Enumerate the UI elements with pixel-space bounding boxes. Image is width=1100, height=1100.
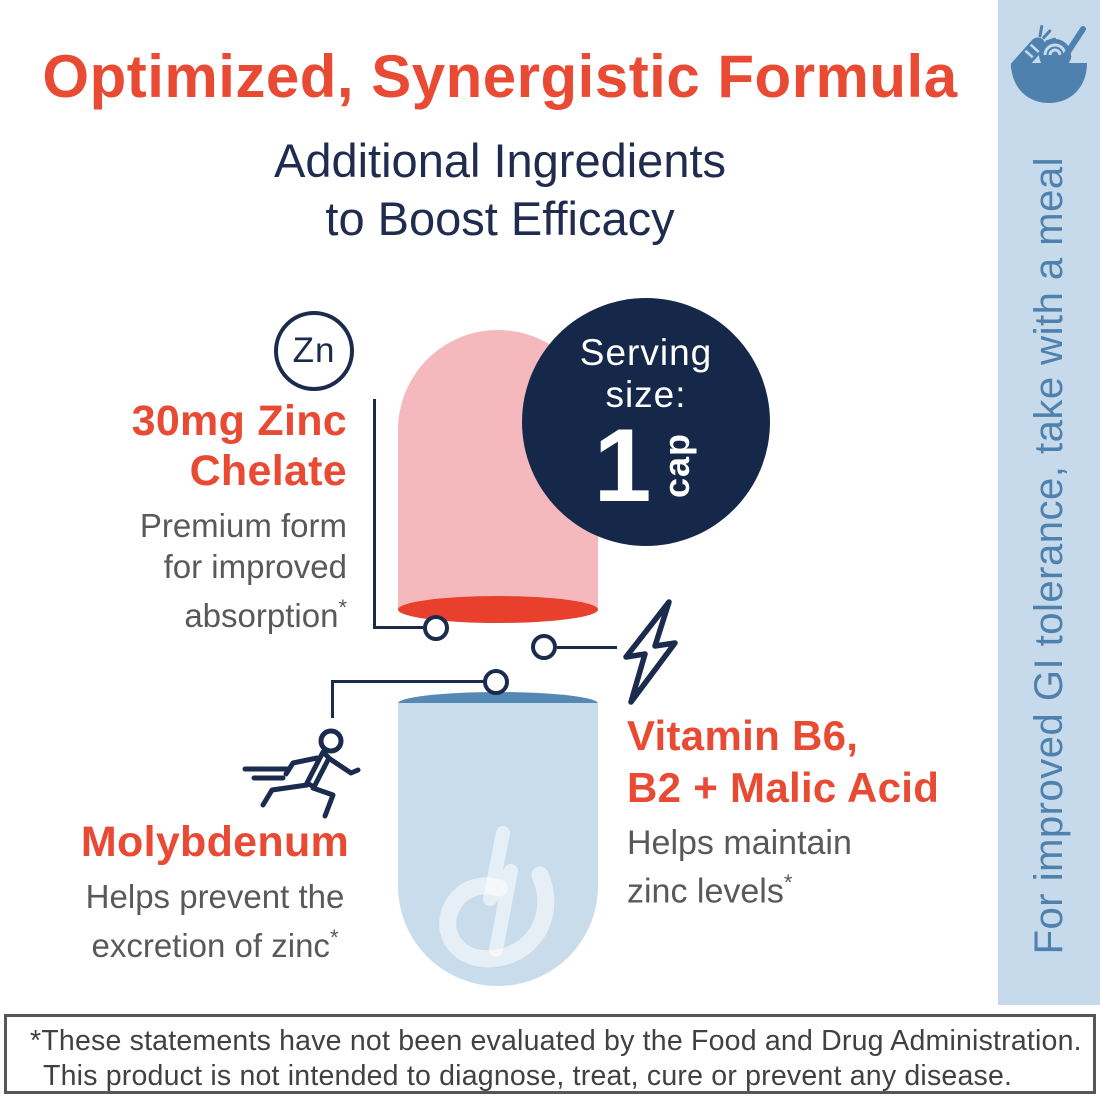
vitamin-desc-line: Helps maintain [627,824,852,862]
zinc-description: Premium form for improved absorption* [55,505,347,636]
zinc-heading: 30mg Zinc Chelate [131,397,347,495]
vitamin-heading-line: B2 + Malic Acid [627,764,940,811]
zinc-desc-line: for improved [163,548,347,585]
molybdenum-callout-line-horizontal [331,680,485,683]
molybdenum-callout: Molybdenum Helps prevent the excretion o… [40,817,390,966]
page-subtitle: Additional Ingredients to Boost Efficacy [0,132,1000,248]
molybdenum-description: Helps prevent the excretion of zinc* [40,876,390,966]
runner-icon [242,728,361,819]
sidebar-meal-note: For improved GI tolerance, take with a m… [998,0,1100,1005]
callout-dot-bolt [531,634,557,660]
subtitle-line-2: to Boost Efficacy [325,192,675,245]
callout-dot-molybdenum [483,669,509,695]
zinc-element-icon: Zn [274,311,354,391]
molybdenum-callout-line-vertical [331,680,334,718]
sidebar-text-wrap: For improved GI tolerance, take with a m… [998,112,1100,1000]
footnote-asterisk: * [329,925,339,950]
zinc-callout-line-vertical [373,399,376,629]
footnote-asterisk: * [783,870,793,895]
serving-number: 1 [593,408,652,524]
vitamin-callout: Vitamin B6, B2 + Malic Acid Helps mainta… [627,710,972,911]
serving-amount: 1 cap [593,408,699,524]
molybdenum-heading: Molybdenum [80,818,350,866]
meal-bowl-icon [1010,24,1087,103]
footnote-asterisk: * [338,595,347,620]
zinc-desc-line: Premium form [139,507,347,544]
zinc-desc-line: absorption* [184,595,347,634]
zinc-callout-line-horizontal [373,626,425,629]
vitamin-description: Helps maintain zinc levels* [627,824,972,911]
disclaimer-line-2: This product is not intended to diagnose… [43,1060,1013,1092]
fda-disclaimer: *These statements have not been evaluate… [4,1014,1096,1094]
subtitle-line-1: Additional Ingredients [273,134,727,187]
serving-label-line2: size: [605,374,687,415]
bolt-callout-line [557,646,617,649]
zinc-callout: 30mg Zinc Chelate Premium form for impro… [55,396,347,636]
sidebar-note-text: For improved GI tolerance, take with a m… [1026,157,1071,955]
zinc-symbol: Zn [292,331,336,370]
molybdenum-desc-line: Helps prevent the [85,878,345,915]
molybdenum-desc-line: excretion of zinc* [91,925,339,964]
brand-logo-swirl-icon [439,826,555,968]
vitamin-heading-line: Vitamin B6, [627,712,859,759]
lightning-bolt-icon [623,599,678,705]
serving-unit: cap [656,433,698,499]
vitamin-heading: Vitamin B6, B2 + Malic Acid [627,710,972,814]
serving-label-line1: Serving [579,332,713,373]
serving-size-badge: Serving size: 1 cap [522,298,770,546]
disclaimer-line-1: *These statements have not been evaluate… [30,1025,1082,1057]
capsule-bottom-half [398,703,598,986]
page-title: Optimized, Synergistic Formula [42,43,958,110]
callout-dot-zinc [423,615,449,641]
vitamin-desc-line: zinc levels* [627,870,793,911]
